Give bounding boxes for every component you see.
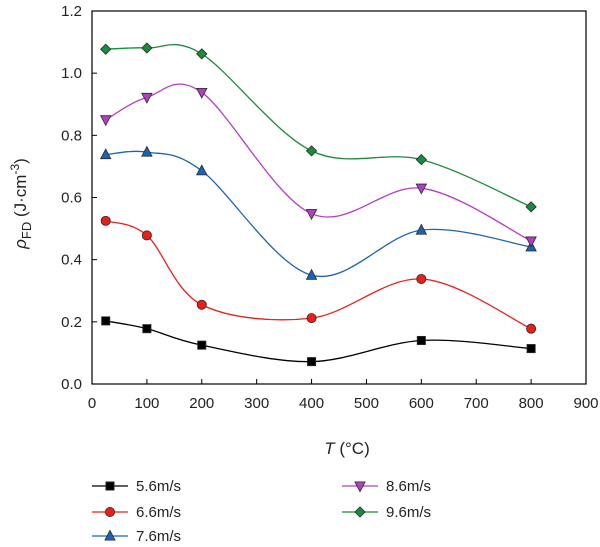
series-line — [105, 43, 532, 208]
data-point — [196, 87, 208, 99]
data-point — [101, 316, 111, 326]
data-point — [306, 313, 317, 324]
x-tick-label: 100 — [134, 395, 159, 412]
y-tick-label: 0.8 — [61, 127, 82, 144]
legend-item: 8.6m/s — [342, 478, 431, 495]
x-tick-label: 500 — [354, 395, 379, 412]
x-axis: 0 100 200 300 400 500 600 700 800 900 — [88, 379, 599, 412]
x-tick-label: 300 — [244, 395, 269, 412]
legend-marker — [105, 481, 115, 491]
data-point — [99, 148, 112, 160]
data-point — [415, 223, 428, 235]
y-tick-label: 0.6 — [61, 190, 82, 207]
legend-marker — [354, 506, 366, 518]
legend-marker — [105, 506, 116, 517]
data-point — [305, 268, 318, 280]
data-point — [526, 344, 536, 354]
series-line — [105, 320, 532, 363]
data-point — [526, 323, 537, 334]
data-point — [196, 299, 207, 310]
data-point — [525, 201, 537, 213]
series-7.6m/s — [99, 145, 537, 280]
legend-item: 5.6m/s — [92, 478, 181, 495]
x-tick-label: 0 — [88, 395, 96, 412]
y-tick-label: 1.0 — [61, 65, 82, 82]
legend: 5.6m/s 6.6m/s 7.6m/s 8.6m/s 9.6m/s — [92, 478, 431, 545]
legend-item: 6.6m/s — [92, 504, 181, 521]
x-tick-label: 600 — [409, 395, 434, 412]
y-tick-label: 0.2 — [61, 314, 82, 331]
data-point — [305, 209, 318, 221]
data-point — [307, 357, 317, 367]
legend-marker — [104, 529, 116, 541]
series-5.6m/s — [101, 316, 536, 367]
legend-label: 8.6m/s — [386, 478, 431, 495]
y-tick-label: 0.4 — [61, 252, 82, 269]
data-point — [141, 92, 153, 104]
data-point — [196, 48, 208, 60]
data-point — [141, 145, 153, 157]
data-point — [305, 145, 318, 157]
data-point — [525, 236, 537, 248]
series-6.6m/s — [100, 215, 537, 334]
data-point — [141, 230, 152, 241]
x-axis-label: T (°C) — [324, 439, 370, 458]
series-line — [105, 150, 532, 278]
data-point — [196, 164, 208, 176]
legend-label: 9.6m/s — [386, 504, 431, 521]
data-point — [141, 42, 153, 54]
legend-item: 9.6m/s — [342, 504, 431, 521]
data-point — [99, 115, 112, 127]
data-point — [416, 335, 426, 345]
legend-label: 5.6m/s — [136, 478, 181, 495]
x-tick-label: 400 — [299, 395, 324, 412]
series-line — [105, 220, 532, 330]
data-point — [142, 324, 152, 334]
series-group — [99, 42, 537, 367]
y-axis-label: ρFD (J·cm-3) — [8, 158, 34, 250]
x-tick-label: 900 — [573, 395, 598, 412]
series-line — [105, 83, 532, 242]
series-8.6m/s — [99, 83, 537, 248]
data-point — [100, 215, 111, 226]
data-point — [197, 340, 207, 350]
data-point — [100, 43, 112, 55]
y-tick-label: 0.0 — [61, 376, 82, 393]
data-point — [416, 273, 427, 284]
y-axis: 0.0 0.2 0.4 0.6 0.8 1.0 1.2 — [61, 3, 97, 393]
legend-label: 7.6m/s — [136, 528, 181, 545]
x-tick-label: 200 — [189, 395, 214, 412]
legend-item: 7.6m/s — [92, 528, 181, 545]
x-tick-label: 700 — [464, 395, 489, 412]
legend-marker — [354, 481, 366, 493]
data-point — [415, 153, 427, 166]
data-point — [415, 183, 428, 195]
y-tick-label: 1.2 — [61, 3, 82, 20]
legend-label: 6.6m/s — [136, 504, 181, 521]
series-9.6m/s — [100, 42, 537, 213]
x-tick-label: 800 — [519, 395, 544, 412]
